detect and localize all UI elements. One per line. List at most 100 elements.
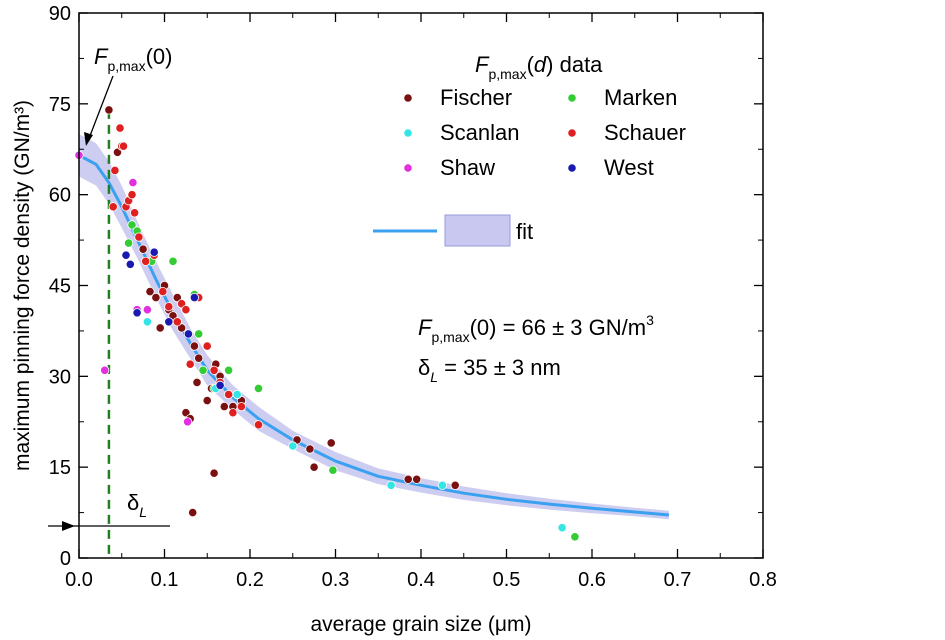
x-tick-label: 0.8 (749, 569, 777, 591)
series-shaw (74, 150, 193, 427)
y-tick-label: 30 (49, 366, 71, 388)
data-point-fischer (189, 341, 199, 351)
legend-title-variable: d (534, 52, 547, 77)
data-point-schauer (118, 141, 129, 151)
data-point-scanlan (437, 480, 447, 490)
data-point-west (215, 380, 225, 390)
result-fp0-symbol: F (418, 315, 433, 340)
data-point-fischer (155, 323, 165, 333)
data-point-fischer (412, 474, 422, 484)
data-point-schauer (209, 365, 219, 375)
legend-fit-band (444, 214, 511, 247)
result-delta-symbol: δ (418, 355, 430, 380)
data-point-schauer (127, 190, 137, 200)
data-point-marken (570, 532, 580, 542)
result-delta-tail: = 35 ± 3 nm (438, 355, 561, 380)
legend-title: Fp,max(d) data (475, 52, 603, 82)
data-point-fischer (138, 244, 148, 254)
data-point-schauer (202, 341, 212, 351)
data-point-fischer (326, 438, 336, 448)
result-delta: δL = 35 ± 3 nm (418, 355, 561, 385)
data-point-west (189, 292, 199, 303)
data-point-schauer (115, 123, 125, 133)
data-point-marken (198, 365, 208, 375)
legend-title-paren-open: ( (527, 52, 535, 77)
y-tick-label: 15 (49, 457, 71, 479)
data-point-schauer (228, 408, 238, 418)
data-point-schauer (108, 202, 118, 212)
y-tick-label: 45 (49, 276, 71, 298)
x-tick-label: 0.3 (322, 569, 350, 591)
axis-ticks: 0.0 0.1 0.2 0.3 0.4 0.5 0.6 0.7 0.8 0 15 30 45 60 75 90 (49, 3, 777, 591)
y-tick-label: 90 (49, 3, 71, 25)
data-point-schauer (236, 401, 246, 412)
data-point-fischer (202, 395, 212, 406)
delta-l-arrow-head (62, 521, 75, 531)
data-point-scanlan (557, 523, 567, 533)
data-point-marken (328, 465, 338, 475)
data-point-marken (168, 256, 178, 266)
data-point-fischer (209, 468, 219, 478)
x-tick-label: 0.6 (578, 569, 606, 591)
y-axis-label: maximum pinning force density (GN/m³) (11, 100, 34, 471)
data-point-west (164, 317, 174, 327)
x-tick-label: 0.7 (664, 569, 692, 591)
fp0-subscript: p,max (107, 58, 145, 74)
y-tick-label: 0 (60, 548, 71, 570)
data-point-fischer (194, 353, 204, 363)
fp0-symbol: F (94, 44, 109, 69)
legend-label-marken: Marken (604, 85, 677, 110)
data-point-fischer (192, 377, 202, 387)
legend-marker-schauer (567, 128, 577, 138)
data-point-shaw (100, 365, 110, 375)
data-point-marken (253, 383, 264, 393)
legend-marker-fischer (403, 93, 413, 103)
data-point-fischer (151, 292, 161, 303)
legend-label-shaw: Shaw (440, 155, 495, 180)
data-point-fischer (188, 507, 198, 518)
data-point-schauer (224, 389, 234, 400)
fit-line (78, 153, 670, 517)
data-point-shaw (183, 417, 193, 427)
data-point-marken (224, 365, 234, 375)
x-axis-label: average grain size (μm) (310, 613, 531, 636)
data-point-west (125, 259, 135, 269)
data-point-west (121, 250, 131, 260)
series-schauer (108, 123, 264, 430)
y-tick-label: 60 (49, 185, 71, 207)
x-tick-label: 0.5 (493, 569, 521, 591)
data-point-scanlan (142, 317, 152, 327)
result-fp0-subscript: p,max (431, 329, 469, 345)
data-point-west (149, 247, 159, 257)
legend-title-subscript: p,max (488, 66, 526, 82)
data-point-scanlan (232, 389, 242, 400)
data-point-schauer (181, 305, 191, 315)
legend-marker-marken (567, 93, 577, 103)
data-point-schauer (110, 165, 120, 175)
delta-l-symbol: δ (127, 490, 139, 515)
data-point-shaw (128, 178, 138, 188)
data-point-fischer (309, 462, 319, 472)
data-point-schauer (164, 302, 174, 312)
data-point-schauer (134, 232, 144, 242)
result-fp0: Fp,max(0) = 66 ± 3 GN/m3 (418, 312, 654, 345)
data-point-marken (127, 220, 137, 230)
data-point-marken (124, 238, 134, 248)
data-point-west (132, 308, 142, 318)
data-point-fischer (104, 105, 114, 115)
legend: Fp,max(d) data Fischer Marken Scanlan Schaue… (373, 52, 686, 247)
legend-label-fit: fit (516, 219, 533, 244)
legend-label-fischer: Fischer (440, 85, 512, 110)
result-fp0-superscript: 3 (646, 312, 654, 328)
data-point-fischer (145, 286, 155, 297)
data-point-scanlan (288, 441, 298, 451)
data-point-west (183, 329, 193, 339)
legend-title-tail: ) data (546, 52, 603, 77)
data-point-marken (194, 329, 204, 339)
result-delta-subscript: L (430, 369, 438, 385)
legend-marker-west (567, 163, 577, 173)
legend-title-symbol: F (475, 52, 490, 77)
series-marken (124, 220, 580, 542)
